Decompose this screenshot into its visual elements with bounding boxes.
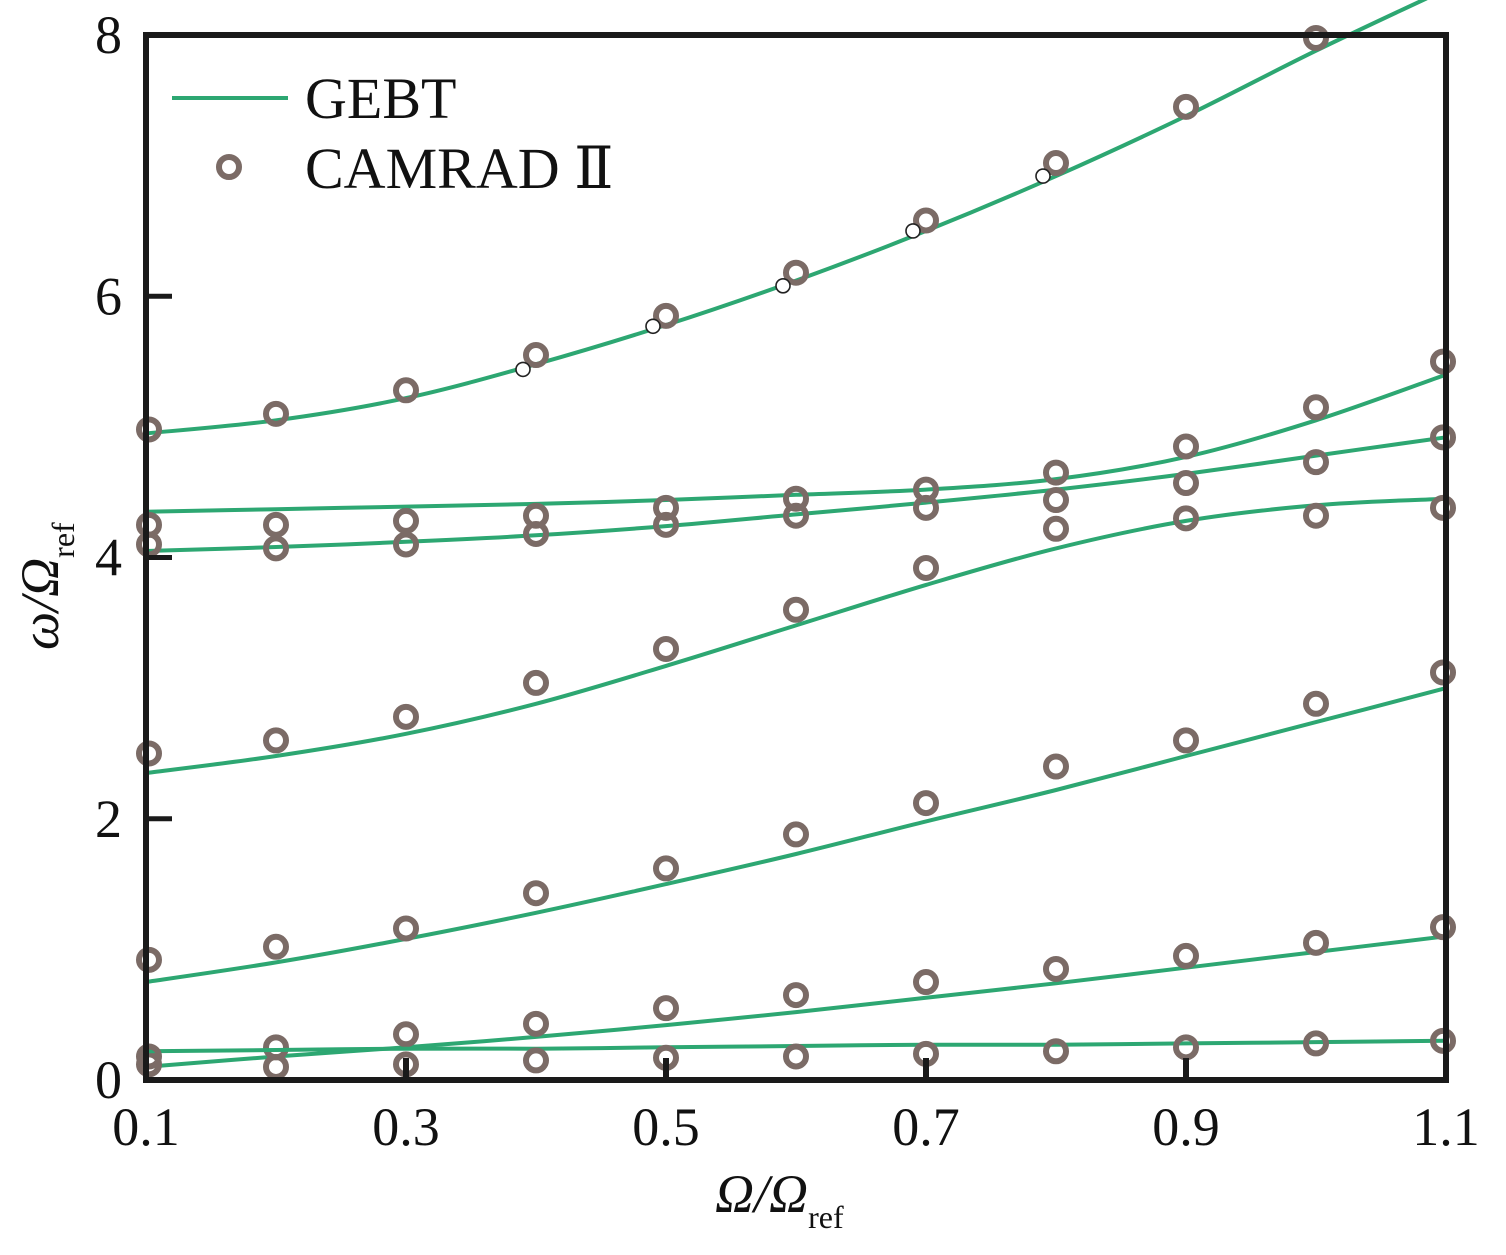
y-tick-label: 8 [95,5,122,65]
camrad-point [1303,449,1329,476]
x-axis-label: Ω/Ωref [715,1164,844,1235]
camrad-point [783,1043,809,1070]
gebt-line [145,686,1447,984]
x-tick-label: 0.7 [892,1097,960,1157]
camrad-point [393,915,419,942]
camrad-point [653,494,679,521]
camrad-point [393,507,419,534]
camrad-point [783,982,809,1009]
camrad-point [1043,753,1069,780]
camrad-point [1043,955,1069,982]
camrad-point [653,302,679,329]
camrad-point [523,1010,549,1037]
camrad-point [263,535,289,562]
camrad-point [913,554,939,581]
gebt-line [145,435,1447,553]
camrad-point [523,669,549,696]
x-axis-label-sub: ref [808,1199,844,1235]
camrad-point [1303,394,1329,421]
camrad-point [653,855,679,882]
camrad-point [1043,459,1069,486]
series-mode-7 [136,0,1428,443]
camrad-point [783,502,809,529]
reference-point [905,223,921,239]
camrad-point [523,880,549,907]
camrad-point [913,476,939,503]
x-tick-label: 1.1 [1412,1097,1480,1157]
camrad-point [1043,150,1069,177]
camrad-point [393,1021,419,1048]
camrad-point [913,969,939,996]
y-tick-label: 4 [95,528,122,588]
camrad-point [783,821,809,848]
camrad-point [1303,929,1329,956]
camrad-point [1173,505,1199,532]
x-tick-label: 0.3 [372,1097,440,1157]
camrad-point [783,259,809,286]
camrad-point [1043,515,1069,542]
legend-marker-sample [216,154,242,180]
legend: GEBT CAMRAD Ⅱ [172,66,614,201]
camrad-point [783,485,809,512]
reference-point [1035,168,1051,184]
camrad-point [263,511,289,538]
reference-point [645,318,661,335]
camrad-point [1043,1038,1069,1065]
camrad-point [1173,470,1199,497]
camrad-point [1303,1030,1329,1057]
x-tick-label: 0.9 [1152,1097,1220,1157]
camrad-point [1173,1034,1199,1061]
series-layer [136,0,1456,1080]
legend-label-gebt: GEBT [305,66,456,131]
x-tick-label: 0.5 [632,1097,700,1157]
camrad-point [653,511,679,538]
camrad-point [263,933,289,960]
camrad-point [1303,502,1329,529]
camrad-point [653,995,679,1022]
y-tick-label: 6 [95,266,122,326]
camrad-point [1173,93,1199,120]
y-tick-label: 2 [95,789,122,849]
camrad-point [263,400,289,427]
camrad-point [523,1047,549,1074]
camrad-point [1303,690,1329,717]
camrad-point [783,596,809,623]
reference-point [515,361,531,378]
camrad-point [913,790,939,817]
gebt-line [145,372,1447,514]
y-axis-label: ω/Ωref [10,522,81,650]
plot-frame [143,32,1449,1083]
series-mode-4 [136,494,1456,775]
y-tick-label: 0 [95,1050,122,1110]
camrad-point [523,342,549,369]
camrad-point [1043,487,1069,514]
camrad-point [653,635,679,662]
y-axis-label-sub: ref [45,522,81,558]
camrad-point [393,703,419,730]
tick-layer: 0.1 0.3 0.5 0.7 0.9 1.1 0 2 4 6 8 [95,5,1480,1157]
camrad-point [913,207,939,234]
camrad-point [393,531,419,558]
legend-label-camrad: CAMRAD Ⅱ [305,136,614,201]
x-axis-label-main: Ω/Ω [715,1164,808,1224]
camrad-point [393,377,419,404]
camrad-point [523,502,549,529]
camrad-point [263,1053,289,1080]
camrad-point [1173,727,1199,754]
camrad-point [1173,433,1199,460]
x-tick-label: 0.1 [112,1097,180,1157]
reference-point [775,277,791,294]
camrad-point [1173,942,1199,969]
y-axis-label-main: ω/Ω [10,558,70,650]
gebt-line [145,496,1447,775]
camrad-point [263,727,289,754]
